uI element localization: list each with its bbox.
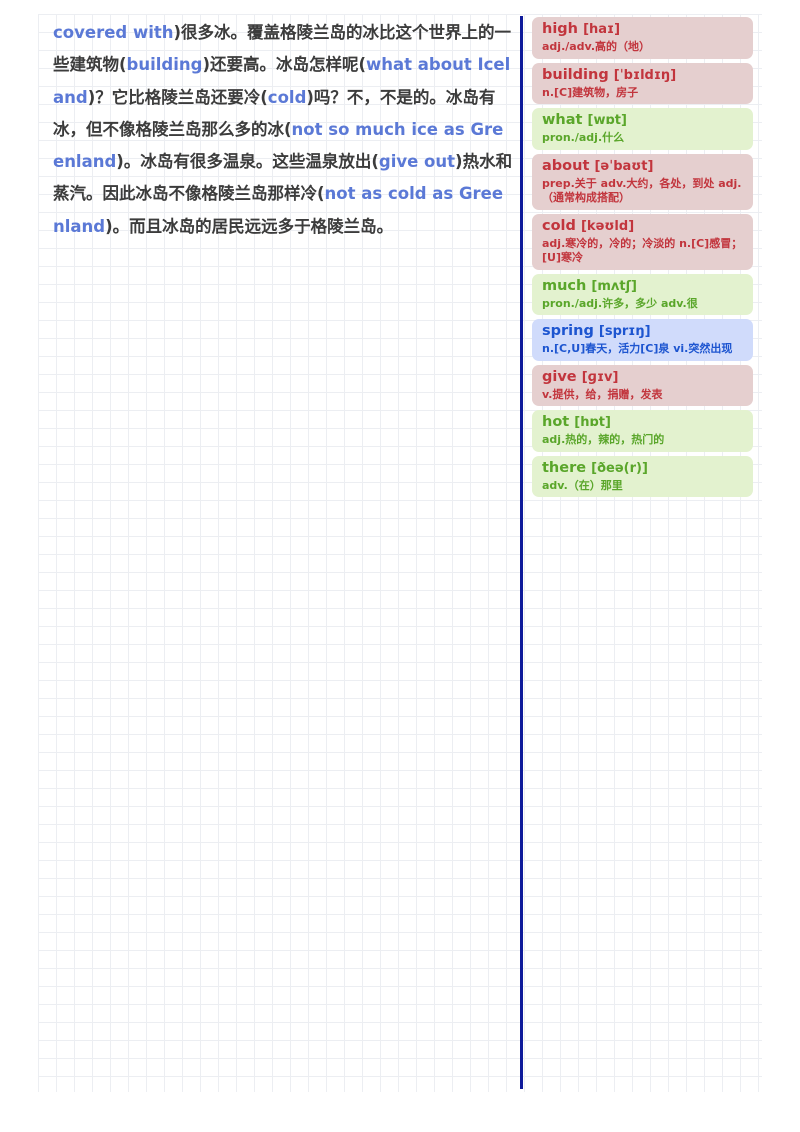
vocab-word: cold: [542, 217, 576, 234]
vocab-phonetic: [hɒt]: [574, 415, 611, 430]
vocab-headline: building [ˈbɪldɪŋ]: [542, 66, 747, 85]
vocab-definition: adj.热的，辣的，热门的: [542, 433, 665, 446]
vocab-card-spring: spring [sprɪŋ] n.[C,U]春天，活力[C]泉 vi.突然出现: [532, 319, 753, 361]
vocab-card-about: about [əˈbaʊt] prep.关于 adv.大约，各处，到处 adj.（…: [532, 153, 753, 210]
vocab-phonetic: [sprɪŋ]: [598, 324, 651, 339]
english-phrase: covered with: [53, 23, 174, 42]
chinese-text: )很多冰。覆盖格陵兰岛的冰比这个世界上的一些建筑物(: [53, 23, 512, 75]
vocab-card-there: there [ðeə(r)] adv.（在）那里: [532, 455, 753, 497]
vocab-word: much: [542, 277, 587, 294]
vocab-card-cold: cold [kəʊld] adj.寒冷的，冷的；冷淡的 n.[C]感冒；[U]寒冷: [532, 213, 753, 270]
vocab-headline: much [mʌtʃ]: [542, 277, 747, 296]
vocab-phonetic: [ɡɪv]: [581, 369, 619, 385]
vocab-word: there: [542, 459, 587, 476]
vocab-phonetic: [kəʊld]: [580, 218, 635, 234]
english-phrase: cold: [267, 87, 307, 107]
vocab-headline: hot [hɒt]: [542, 413, 747, 432]
vocab-definition: pron./adj.什么: [542, 131, 625, 144]
english-phrase: not so much ice as Greenland: [53, 119, 504, 172]
reading-passage: covered with)很多冰。覆盖格陵兰岛的冰比这个世界上的一些建筑物(bu…: [53, 17, 513, 243]
vocab-word: hot: [542, 414, 570, 430]
vocab-phonetic: [haɪ]: [583, 22, 621, 37]
vocab-word: about: [542, 157, 590, 174]
vocab-card-give: give [ɡɪv] v.提供，给，捐赠，发表: [532, 364, 753, 406]
english-phrase: building: [126, 55, 203, 75]
vocab-card-building: building [ˈbɪldɪŋ] n.[C]建筑物，房子: [532, 62, 753, 104]
chinese-text: )。而且冰岛的居民远远多于格陵兰岛。: [105, 216, 394, 236]
chinese-text: )热水和蒸汽。因此冰岛不像格陵兰岛那样冷(: [53, 152, 513, 204]
vocab-phonetic: [wɒt]: [587, 113, 627, 128]
vocabulary-list: high [haɪ] adj./adv.高的（地） building [ˈbɪldɪ…: [532, 17, 753, 501]
column-divider: [520, 16, 523, 1089]
vocab-word: building: [542, 66, 609, 83]
vocab-definition: adv.（在）那里: [542, 478, 623, 492]
vocab-definition: v.提供，给，捐赠，发表: [542, 387, 663, 401]
vocab-definition: pron./adj.许多，多少 adv.很: [542, 296, 698, 310]
vocab-definition: n.[C,U]春天，活力[C]泉 vi.突然出现: [542, 342, 733, 355]
vocab-card-high: high [haɪ] adj./adv.高的（地）: [532, 17, 753, 59]
chinese-text: )吗？不，不是的。冰岛有冰，但不像格陵兰岛那么多的冰(: [53, 87, 496, 139]
english-phrase: what about Iceland: [53, 55, 511, 107]
vocab-word: high: [542, 21, 578, 37]
vocab-card-hot: hot [hɒt] adj.热的，辣的，热门的: [532, 410, 753, 452]
vocab-card-much: much [mʌtʃ] pron./adj.许多，多少 adv.很: [532, 273, 753, 315]
vocab-headline: what [wɒt]: [542, 111, 747, 130]
vocab-phonetic: [əˈbaʊt]: [594, 158, 654, 174]
vocab-headline: high [haɪ]: [542, 20, 747, 39]
chinese-text: )？它比格陵兰岛还要冷(: [87, 87, 268, 107]
chinese-text: )还要高。冰岛怎样呢(: [202, 55, 367, 75]
vocab-word: what: [542, 112, 583, 128]
english-phrase: not as cold as Greenland: [53, 184, 504, 236]
chinese-text: )。冰岛有很多温泉。这些温泉放出(: [116, 152, 379, 172]
vocab-definition: prep.关于 adv.大约，各处，到处 adj.（通常构成搭配）: [542, 176, 742, 205]
vocab-phonetic: [mʌtʃ]: [591, 278, 637, 294]
vocab-phonetic: [ðeə(r)]: [591, 460, 648, 476]
english-phrase: give out: [378, 152, 456, 172]
vocab-headline: there [ðeə(r)]: [542, 459, 747, 478]
vocab-definition: n.[C]建筑物，房子: [542, 85, 639, 99]
vocab-definition: adj./adv.高的（地）: [542, 40, 651, 53]
vocab-headline: give [ɡɪv]: [542, 368, 747, 387]
vocab-definition: adj.寒冷的，冷的；冷淡的 n.[C]感冒；[U]寒冷: [542, 236, 743, 265]
vocab-word: give: [542, 368, 577, 385]
vocab-card-what: what [wɒt] pron./adj.什么: [532, 108, 753, 150]
vocab-headline: about [əˈbaʊt]: [542, 157, 747, 176]
vocab-phonetic: [ˈbɪldɪŋ]: [613, 67, 677, 83]
vocab-headline: spring [sprɪŋ]: [542, 322, 747, 341]
vocab-word: spring: [542, 323, 594, 339]
vocab-headline: cold [kəʊld]: [542, 217, 747, 236]
